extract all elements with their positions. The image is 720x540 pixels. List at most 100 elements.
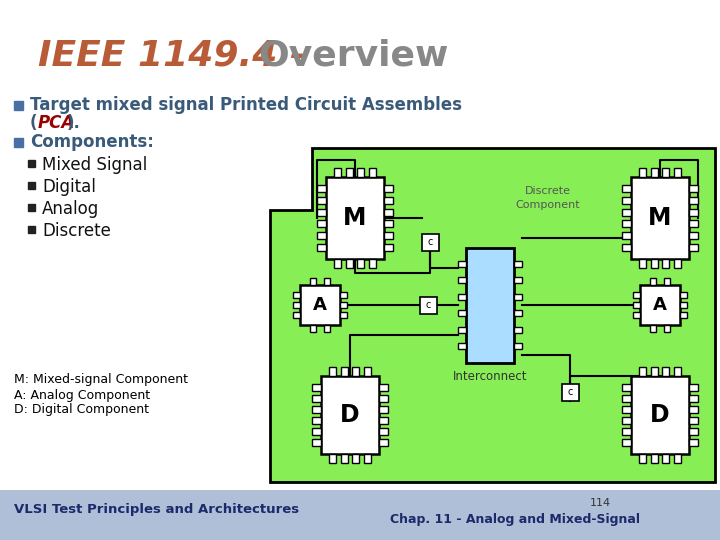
Bar bbox=[662, 168, 670, 177]
Bar bbox=[689, 208, 698, 215]
Text: D: D bbox=[650, 403, 670, 427]
Bar bbox=[689, 440, 698, 447]
Text: c: c bbox=[567, 387, 572, 397]
Bar bbox=[622, 417, 631, 424]
Text: D: Digital Component: D: Digital Component bbox=[14, 403, 149, 416]
Bar bbox=[674, 367, 681, 376]
Bar bbox=[622, 244, 631, 251]
Bar bbox=[689, 185, 698, 192]
Text: Chap. 11 - Analog and Mixed-Signal: Chap. 11 - Analog and Mixed-Signal bbox=[390, 514, 640, 526]
Bar bbox=[310, 278, 316, 285]
Bar bbox=[340, 292, 347, 298]
Bar bbox=[514, 310, 522, 316]
Text: Mixed Signal: Mixed Signal bbox=[42, 156, 148, 174]
Bar bbox=[352, 367, 359, 376]
Bar bbox=[622, 440, 631, 447]
Bar bbox=[680, 312, 687, 318]
Bar bbox=[357, 168, 364, 177]
Bar bbox=[631, 376, 689, 454]
Bar bbox=[379, 395, 388, 402]
Text: Discrete
Component: Discrete Component bbox=[516, 186, 580, 210]
Bar bbox=[379, 406, 388, 413]
Bar bbox=[369, 259, 376, 268]
Bar bbox=[352, 454, 359, 463]
Text: A: Analog Component: A: Analog Component bbox=[14, 388, 150, 402]
Bar bbox=[334, 168, 341, 177]
Text: Interconnect: Interconnect bbox=[453, 370, 527, 383]
Bar bbox=[639, 259, 646, 268]
Bar bbox=[312, 440, 321, 447]
Text: D: D bbox=[340, 403, 360, 427]
Bar bbox=[674, 259, 681, 268]
Bar bbox=[346, 259, 353, 268]
Text: Discrete: Discrete bbox=[42, 222, 111, 240]
Bar bbox=[674, 168, 681, 177]
Text: ).: ). bbox=[67, 114, 81, 132]
Bar bbox=[28, 226, 35, 233]
Bar bbox=[562, 383, 578, 401]
Bar bbox=[334, 259, 341, 268]
Bar bbox=[329, 367, 336, 376]
Bar bbox=[662, 259, 670, 268]
Text: c: c bbox=[426, 300, 431, 310]
Bar bbox=[689, 406, 698, 413]
Bar bbox=[300, 285, 340, 325]
Bar bbox=[622, 395, 631, 402]
Bar bbox=[689, 220, 698, 227]
Bar bbox=[312, 383, 321, 390]
Bar bbox=[312, 406, 321, 413]
Bar bbox=[662, 367, 670, 376]
Bar bbox=[514, 278, 522, 284]
Bar bbox=[689, 428, 698, 435]
Bar bbox=[379, 428, 388, 435]
Bar bbox=[622, 232, 631, 239]
Bar bbox=[664, 325, 670, 332]
Text: Analog: Analog bbox=[42, 200, 99, 218]
Bar bbox=[689, 383, 698, 390]
Bar bbox=[622, 185, 631, 192]
Bar bbox=[312, 395, 321, 402]
Text: Target mixed signal Printed Circuit Assembles: Target mixed signal Printed Circuit Asse… bbox=[30, 96, 462, 114]
Bar bbox=[689, 244, 698, 251]
Bar bbox=[514, 294, 522, 300]
Bar bbox=[310, 325, 316, 332]
Bar bbox=[379, 440, 388, 447]
Text: VLSI Test Principles and Architectures: VLSI Test Principles and Architectures bbox=[14, 503, 299, 516]
Bar bbox=[458, 294, 466, 300]
Bar bbox=[312, 428, 321, 435]
Bar bbox=[689, 197, 698, 204]
Bar bbox=[514, 327, 522, 333]
Bar bbox=[650, 325, 657, 332]
Bar bbox=[664, 278, 670, 285]
Text: c: c bbox=[427, 237, 433, 247]
Bar bbox=[689, 232, 698, 239]
Bar bbox=[379, 417, 388, 424]
Bar bbox=[379, 383, 388, 390]
Bar bbox=[622, 383, 631, 390]
Bar bbox=[384, 197, 393, 204]
Bar bbox=[364, 454, 371, 463]
Text: (: ( bbox=[30, 114, 37, 132]
Bar bbox=[317, 232, 326, 239]
Bar bbox=[514, 261, 522, 267]
Text: M: Mixed-signal Component: M: Mixed-signal Component bbox=[14, 374, 188, 387]
Text: 114: 114 bbox=[590, 498, 611, 508]
Text: PCA: PCA bbox=[38, 114, 76, 132]
Bar bbox=[689, 395, 698, 402]
Bar bbox=[317, 197, 326, 204]
Bar bbox=[369, 168, 376, 177]
Bar bbox=[293, 292, 300, 298]
Bar bbox=[14, 138, 23, 146]
Text: Components:: Components: bbox=[30, 133, 154, 151]
Bar bbox=[28, 204, 35, 211]
Bar bbox=[317, 220, 326, 227]
Text: Digital: Digital bbox=[42, 178, 96, 196]
Bar bbox=[458, 327, 466, 333]
Bar bbox=[317, 244, 326, 251]
Bar bbox=[317, 185, 326, 192]
Text: A: A bbox=[653, 296, 667, 314]
Bar bbox=[421, 233, 438, 251]
Bar bbox=[28, 160, 35, 167]
Bar bbox=[341, 367, 348, 376]
Bar bbox=[293, 312, 300, 318]
